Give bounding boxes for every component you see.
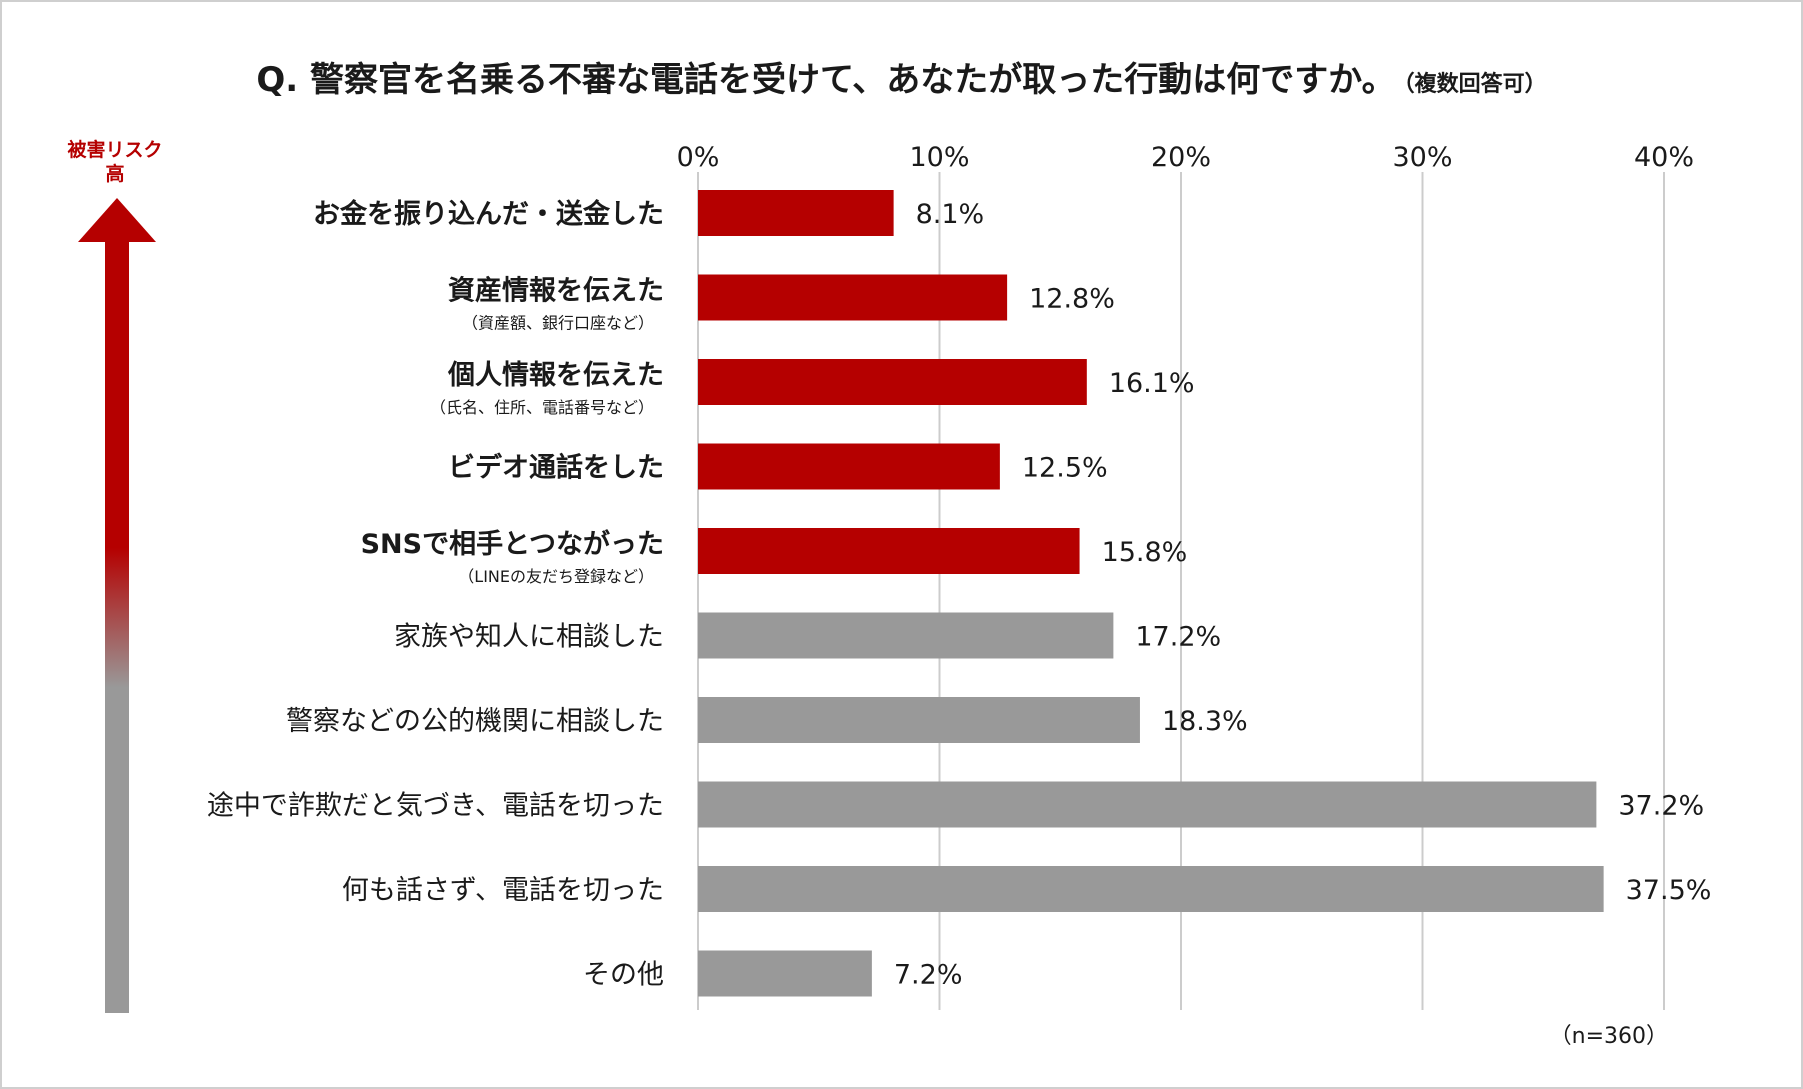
category-sublabel: （氏名、住所、電話番号など）: [430, 398, 654, 417]
value-label: 18.3%: [1162, 706, 1248, 737]
category-label: ビデオ通話をした: [448, 452, 664, 484]
bar: [698, 697, 1140, 743]
category-label: 警察などの公的機関に相談した: [286, 706, 664, 737]
title-text: Q. 警察官を名乗る不審な電話を受けて、あなたが取った行動は何ですか。: [256, 60, 1396, 100]
category-label: 個人情報を伝えた: [447, 360, 664, 391]
x-tick-label: 0%: [677, 142, 720, 173]
risk-arrow: [78, 198, 156, 1013]
bar: [698, 612, 1114, 659]
value-label: 8.1%: [916, 199, 985, 230]
category-label: 何も話さず、電話を切った: [342, 875, 664, 906]
title-note: （複数回答可）: [1403, 72, 1547, 97]
x-tick-label: 10%: [909, 142, 969, 173]
bar: [698, 190, 894, 236]
bar: [698, 528, 1080, 574]
category-label: その他: [583, 960, 664, 991]
value-label: 12.5%: [1022, 453, 1108, 484]
category-label: お金を振り込んだ・送金した: [313, 198, 664, 230]
category-label: SNSで相手とつながった: [361, 528, 664, 560]
category-label: 家族や知人に相談した: [394, 622, 664, 653]
risk-label-line2: 高: [105, 163, 125, 185]
value-label: 12.8%: [1029, 284, 1115, 315]
value-label: 17.2%: [1135, 622, 1221, 653]
category-label: 資産情報を伝えた: [448, 275, 664, 307]
risk-label-line1: 被害リスク: [67, 139, 163, 161]
value-label: 37.2%: [1618, 791, 1704, 822]
value-label: 15.8%: [1102, 537, 1188, 568]
category-sublabel: （資産額、銀行口座など）: [462, 314, 654, 333]
category-sublabel: （LINEの友だち登録など）: [458, 567, 654, 586]
risk-arrow-head: [78, 198, 156, 242]
bar: [698, 274, 1008, 321]
value-label: 16.1%: [1109, 368, 1195, 399]
value-label: 37.5%: [1626, 875, 1712, 906]
x-tick-label: 40%: [1634, 142, 1694, 173]
bar: [698, 781, 1597, 828]
bar: [698, 359, 1087, 405]
x-tick-label: 30%: [1392, 142, 1452, 173]
risk-arrow-shaft: [105, 238, 129, 1013]
bar: [698, 950, 872, 997]
bar: [698, 443, 1000, 490]
x-tick-label: 20%: [1151, 142, 1211, 173]
chart-title: Q. 警察官を名乗る不審な電話を受けて、あなたが取った行動は何ですか。 （複数回答…: [0, 52, 1803, 101]
risk-label: 被害リスク 高: [40, 138, 190, 186]
category-label: 途中で詐欺だと気づき、電話を切った: [207, 791, 664, 822]
bar: [698, 866, 1604, 912]
sample-size-note: （n=360）: [1550, 1024, 1668, 1049]
value-label: 7.2%: [894, 960, 963, 991]
